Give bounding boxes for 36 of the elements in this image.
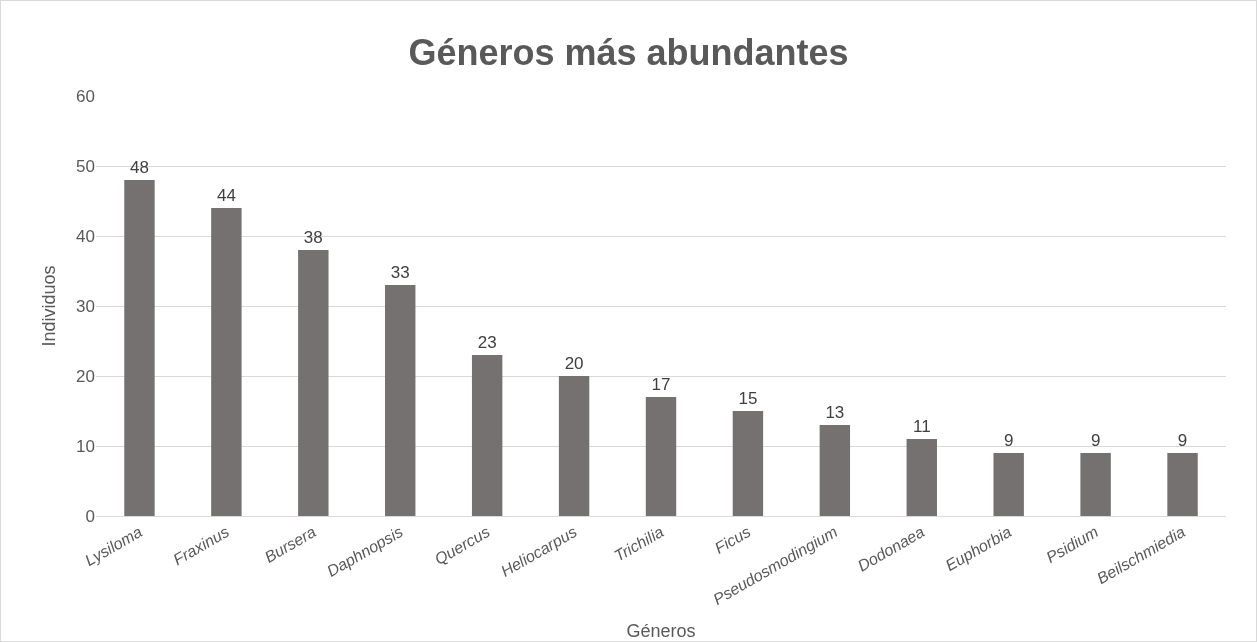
y-tick-label: 40 <box>76 226 95 246</box>
data-label: 9 <box>1177 431 1188 450</box>
bar <box>385 285 416 516</box>
y-tick-label: 0 <box>85 506 95 526</box>
data-label: 23 <box>477 333 497 352</box>
data-label: 11 <box>912 417 931 436</box>
data-label: 9 <box>1090 431 1101 450</box>
bar <box>558 376 590 516</box>
y-tick-label: 10 <box>76 436 95 456</box>
bar <box>819 425 851 516</box>
bar <box>1080 453 1111 516</box>
data-label: 13 <box>825 403 845 422</box>
y-tick-label: 20 <box>76 366 95 386</box>
bar <box>645 397 677 516</box>
data-label: 20 <box>564 354 584 373</box>
y-axis-title: Individuos <box>39 265 60 347</box>
y-tick-label: 50 <box>76 156 95 176</box>
bar <box>211 208 242 516</box>
bar <box>906 439 937 516</box>
y-tick-label: 60 <box>76 86 95 106</box>
data-label: 33 <box>390 263 410 282</box>
data-label: 48 <box>130 158 149 177</box>
bar <box>124 180 155 516</box>
data-label: 38 <box>303 228 323 247</box>
bar <box>993 453 1024 516</box>
bar <box>1167 453 1198 516</box>
data-label: 44 <box>216 186 236 205</box>
data-label: 17 <box>651 375 671 394</box>
chart-title: Géneros más abundantes <box>408 31 849 73</box>
bar <box>298 250 329 516</box>
data-label: 15 <box>738 389 758 408</box>
y-tick-label: 30 <box>76 296 95 316</box>
x-axis-title: Géneros <box>626 621 696 641</box>
data-label: 9 <box>1003 431 1014 450</box>
bar <box>732 411 764 516</box>
bar <box>471 355 503 516</box>
